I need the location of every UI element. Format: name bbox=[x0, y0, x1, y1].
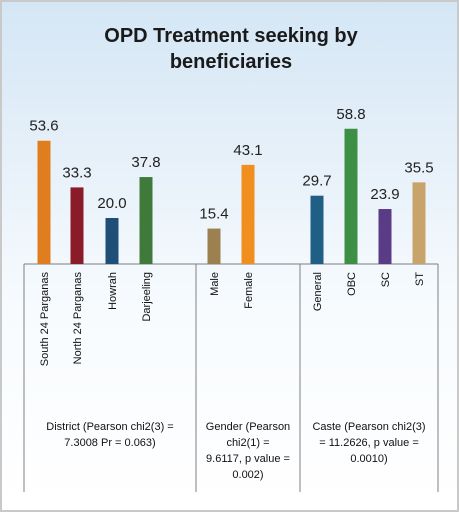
bar bbox=[139, 177, 153, 264]
category-label: North 24 Parganas bbox=[72, 272, 84, 365]
group-label: Gender (Pearson bbox=[206, 421, 290, 433]
data-label: 23.9 bbox=[370, 186, 399, 203]
category-label: Howrah bbox=[107, 272, 119, 310]
data-label: 53.6 bbox=[29, 118, 58, 135]
group-label: 0.002) bbox=[232, 469, 263, 481]
data-label: 35.5 bbox=[404, 159, 433, 176]
group-label: 7.3008 Pr = 0.063) bbox=[64, 437, 155, 449]
data-label: 29.7 bbox=[302, 173, 331, 190]
group-label: chi2(1) = bbox=[226, 437, 269, 449]
bar bbox=[70, 187, 84, 264]
category-label: ST bbox=[414, 272, 426, 286]
bar bbox=[207, 228, 221, 264]
bar bbox=[412, 182, 426, 264]
category-label: Male bbox=[209, 272, 221, 296]
group-label: District (Pearson chi2(3) = bbox=[46, 421, 173, 433]
bar bbox=[344, 128, 358, 264]
category-label: SC bbox=[380, 272, 392, 287]
category-label: Female bbox=[243, 272, 255, 309]
bar bbox=[310, 195, 324, 264]
chart-title-line: beneficiaries bbox=[170, 51, 292, 73]
data-label: 37.8 bbox=[131, 154, 160, 171]
bar bbox=[37, 140, 51, 264]
group-label: Caste (Pearson chi2(3) bbox=[312, 421, 425, 433]
data-label: 20.0 bbox=[97, 195, 126, 212]
data-label: 33.3 bbox=[62, 164, 91, 181]
data-label: 15.4 bbox=[199, 206, 228, 223]
group-label: = 11.2626, p value = bbox=[319, 437, 419, 449]
chart-title-line: OPD Treatment seeking by bbox=[104, 25, 358, 47]
data-label: 43.1 bbox=[233, 142, 262, 159]
category-label: OBC bbox=[346, 272, 358, 296]
bar bbox=[105, 218, 119, 264]
category-label: Darjeeling bbox=[141, 272, 153, 322]
category-label: South 24 Parganas bbox=[39, 272, 51, 367]
data-label: 58.8 bbox=[336, 106, 365, 123]
bar bbox=[241, 164, 255, 264]
group-label: 9.6117, p value = bbox=[206, 453, 290, 465]
bar bbox=[378, 209, 392, 264]
group-label: 0.0010) bbox=[350, 453, 387, 465]
category-label: General bbox=[312, 272, 324, 311]
